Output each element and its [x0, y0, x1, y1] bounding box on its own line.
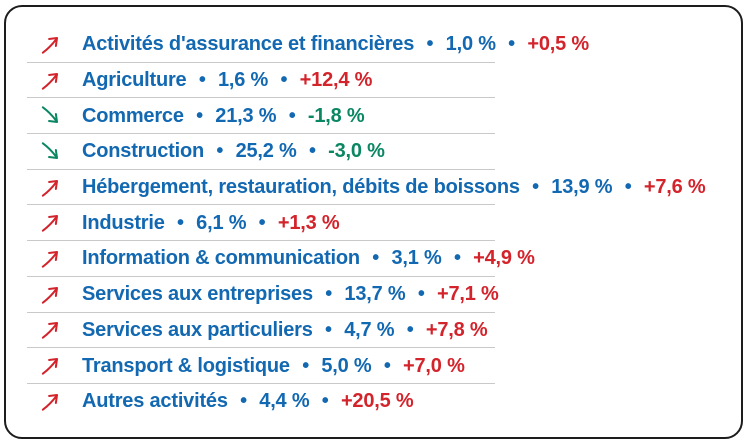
- sector-label: Agriculture: [82, 69, 187, 92]
- trend-up-arrow-icon: [27, 318, 82, 341]
- sector-share-value: 13,9 %: [551, 176, 613, 199]
- bullet-separator: •: [319, 318, 338, 341]
- sector-text: Activités d'assurance et financières • 1…: [82, 34, 589, 54]
- sector-text: Agriculture • 1,6 % • +12,4 %: [82, 70, 372, 90]
- bullet-separator: •: [448, 247, 467, 270]
- sector-stats-card: Activités d'assurance et financières • 1…: [4, 5, 743, 439]
- sector-change-value: +12,4 %: [299, 69, 373, 92]
- trend-down-arrow-icon: [27, 104, 82, 127]
- sector-share-value: 1,6 %: [218, 69, 269, 92]
- sector-row: Commerce • 21,3 % • -1,8 %: [27, 98, 495, 135]
- sector-change-value: +7,8 %: [425, 318, 488, 341]
- trend-up-arrow-icon: [27, 69, 82, 92]
- sector-label: Autres activités: [82, 390, 228, 413]
- trend-down-arrow-icon: [27, 140, 82, 163]
- sector-share-value: 3,1 %: [391, 247, 442, 270]
- trend-up-arrow-icon: [27, 33, 82, 56]
- bullet-separator: •: [502, 33, 521, 56]
- sector-share-value: 4,4 %: [259, 390, 310, 413]
- sector-row: Transport & logistique • 5,0 % • +7,0 %: [27, 348, 495, 384]
- sector-text: Hébergement, restauration, débits de boi…: [82, 177, 706, 197]
- sector-change-value: +20,5 %: [340, 390, 414, 413]
- sector-row: Information & communication • 3,1 % • +4…: [27, 241, 535, 277]
- bullet-separator: •: [526, 176, 545, 199]
- bullet-separator: •: [319, 283, 338, 306]
- sector-list: Activités d'assurance et financières • 1…: [27, 27, 706, 419]
- sector-label: Industrie: [82, 211, 165, 234]
- sector-label: Commerce: [82, 104, 184, 127]
- sector-label: Transport & logistique: [82, 354, 290, 377]
- bullet-separator: •: [303, 140, 322, 163]
- bullet-separator: •: [401, 318, 419, 341]
- sector-text: Industrie • 6,1 % • +1,3 %: [82, 211, 340, 234]
- sector-row: Services aux particuliers • 4,7 % • +7,8…: [27, 313, 495, 349]
- sector-text: Information & communication • 3,1 % • +4…: [82, 248, 535, 268]
- bullet-separator: •: [275, 69, 293, 92]
- sector-text: Construction • 25,2 % • -3,0 %: [82, 141, 385, 161]
- sector-row: Agriculture • 1,6 % • +12,4 %: [27, 63, 495, 99]
- sector-text: Services aux entreprises • 13,7 % • +7,1…: [82, 284, 499, 304]
- sector-row: Autres activités • 4,4 % • +20,5 %: [27, 384, 495, 419]
- bullet-separator: •: [211, 140, 229, 163]
- sector-label: Services aux particuliers: [82, 318, 313, 341]
- bullet-separator: •: [190, 104, 209, 127]
- sector-share-value: 4,7 %: [344, 318, 395, 341]
- bullet-separator: •: [366, 247, 385, 270]
- sector-row: Services aux entreprises • 13,7 % • +7,1…: [27, 277, 499, 313]
- trend-up-arrow-icon: [27, 176, 82, 199]
- sector-row: Construction • 25,2 % • -3,0 %: [27, 134, 495, 170]
- trend-up-arrow-icon: [27, 211, 82, 234]
- bullet-separator: •: [421, 33, 439, 56]
- sector-row: Industrie • 6,1 % • +1,3 %: [27, 205, 495, 242]
- bullet-separator: •: [283, 104, 301, 127]
- bullet-separator: •: [412, 283, 431, 306]
- sector-change-value: +1,3 %: [277, 211, 340, 234]
- sector-label: Activités d'assurance et financières: [82, 33, 415, 56]
- trend-up-arrow-icon: [27, 354, 82, 377]
- bullet-separator: •: [296, 354, 315, 377]
- sector-row: Hébergement, restauration, débits de boi…: [27, 170, 706, 206]
- bullet-separator: •: [253, 211, 271, 234]
- trend-up-arrow-icon: [27, 283, 82, 306]
- bullet-separator: •: [193, 69, 211, 92]
- sector-change-value: -3,0 %: [328, 140, 385, 163]
- sector-label: Information & communication: [82, 247, 360, 270]
- sector-label: Construction: [82, 140, 205, 163]
- sector-change-value: +7,6 %: [643, 176, 706, 199]
- sector-text: Autres activités • 4,4 % • +20,5 %: [82, 391, 414, 411]
- sector-label: Hébergement, restauration, débits de boi…: [82, 176, 520, 199]
- sector-change-value: +7,0 %: [403, 354, 465, 377]
- sector-share-value: 6,1 %: [196, 211, 247, 234]
- bullet-separator: •: [316, 390, 334, 413]
- sector-text: Commerce • 21,3 % • -1,8 %: [82, 106, 365, 126]
- sector-label: Services aux entreprises: [82, 283, 313, 306]
- sector-text: Services aux particuliers • 4,7 % • +7,8…: [82, 320, 488, 340]
- bullet-separator: •: [171, 211, 190, 234]
- bullet-separator: •: [378, 354, 397, 377]
- sector-share-value: 21,3 %: [215, 104, 277, 127]
- bullet-separator: •: [619, 176, 637, 199]
- bullet-separator: •: [234, 390, 253, 413]
- sector-row: Activités d'assurance et financières • 1…: [27, 27, 589, 63]
- sector-change-value: +0,5 %: [527, 33, 589, 56]
- trend-up-arrow-icon: [27, 247, 82, 270]
- sector-change-value: +7,1 %: [437, 283, 499, 306]
- sector-share-value: 25,2 %: [235, 140, 297, 163]
- sector-share-value: 1,0 %: [445, 33, 496, 56]
- trend-up-arrow-icon: [27, 390, 82, 413]
- sector-change-value: +4,9 %: [473, 247, 535, 270]
- sector-share-value: 5,0 %: [321, 354, 372, 377]
- sector-share-value: 13,7 %: [344, 283, 406, 306]
- sector-change-value: -1,8 %: [307, 104, 365, 127]
- sector-text: Transport & logistique • 5,0 % • +7,0 %: [82, 356, 465, 376]
